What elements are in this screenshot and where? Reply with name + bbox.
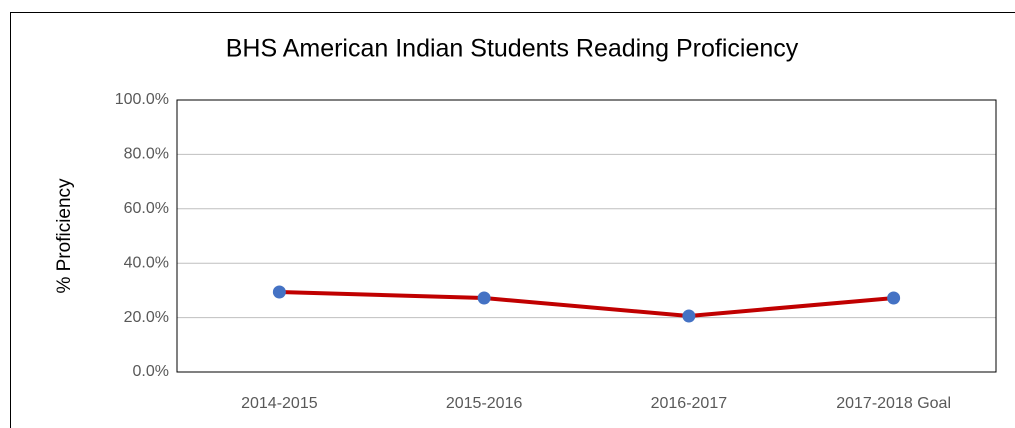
y-tick-label: 60.0% (124, 200, 169, 217)
plot-border (176, 99, 997, 373)
chart-border (10, 12, 1015, 428)
y-tick-label: 40.0% (124, 254, 169, 271)
y-tick-label: 0.0% (133, 363, 169, 380)
x-tick-label: 2016-2017 (651, 395, 728, 412)
marker (887, 291, 901, 305)
series-line (279, 290, 894, 318)
chart-title: BHS American Indian Students Reading Pro… (226, 35, 799, 63)
y-tick-label: 80.0% (124, 146, 169, 163)
y-tick-label: 20.0% (124, 309, 169, 326)
marker (682, 309, 696, 323)
x-tick-label: 2015-2016 (446, 395, 523, 412)
y-tick-label: 100.0% (115, 91, 169, 108)
x-tick-label: 2017-2018 Goal (836, 395, 951, 412)
marker (477, 291, 491, 305)
x-tick-label: 2014-2015 (241, 395, 318, 412)
y-axis-label: % Proficiency (54, 178, 75, 294)
marker (272, 285, 286, 299)
